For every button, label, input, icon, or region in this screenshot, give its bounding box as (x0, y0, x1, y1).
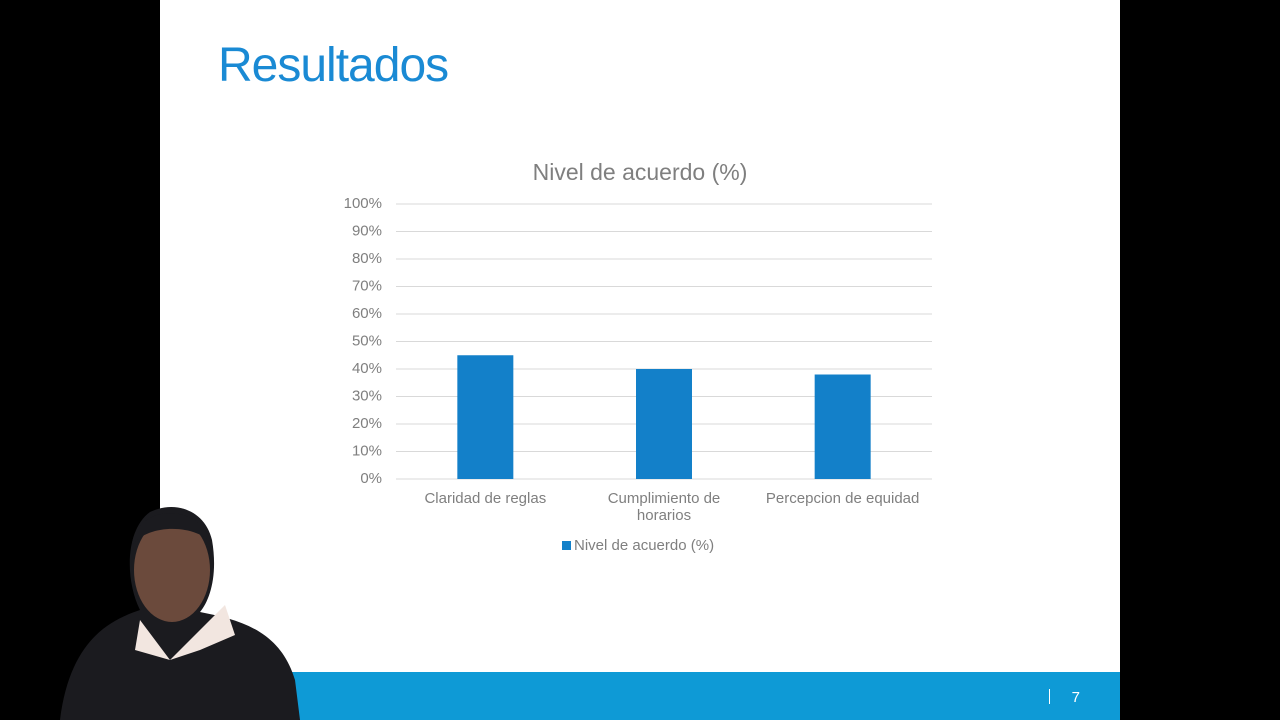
footer: 7 (160, 672, 1120, 720)
separator (1049, 689, 1050, 704)
y-tick-label: 100% (344, 195, 382, 212)
page-number: 7 (1071, 689, 1080, 706)
bar (636, 369, 692, 479)
x-tick-label: Cumplimiento de horarios (607, 490, 721, 524)
y-tick-label: 40% (352, 360, 382, 377)
y-tick-label: 30% (352, 387, 382, 404)
y-tick-label: 70% (352, 277, 382, 294)
y-tick-label: 80% (352, 250, 382, 267)
y-tick-label: 20% (352, 415, 382, 432)
slide-title: Resultados (218, 39, 449, 92)
slide: Resultados 7 (160, 0, 1120, 720)
x-tick-label: Percepcion de equidad (765, 490, 920, 507)
chart-title: Nivel de acuerdo (%) (533, 159, 748, 185)
legend-label: Nivel de acuerdo (%) (574, 537, 714, 554)
legend-swatch (562, 541, 571, 550)
y-tick-label: 50% (352, 332, 382, 349)
y-tick-label: 90% (352, 222, 382, 239)
y-tick-label: 60% (352, 305, 382, 322)
y-tick-label: 0% (360, 470, 382, 487)
x-tick-label: Claridad de reglas (424, 490, 547, 507)
bar (814, 374, 871, 479)
bar (457, 355, 514, 479)
y-tick-label: 10% (352, 442, 382, 459)
